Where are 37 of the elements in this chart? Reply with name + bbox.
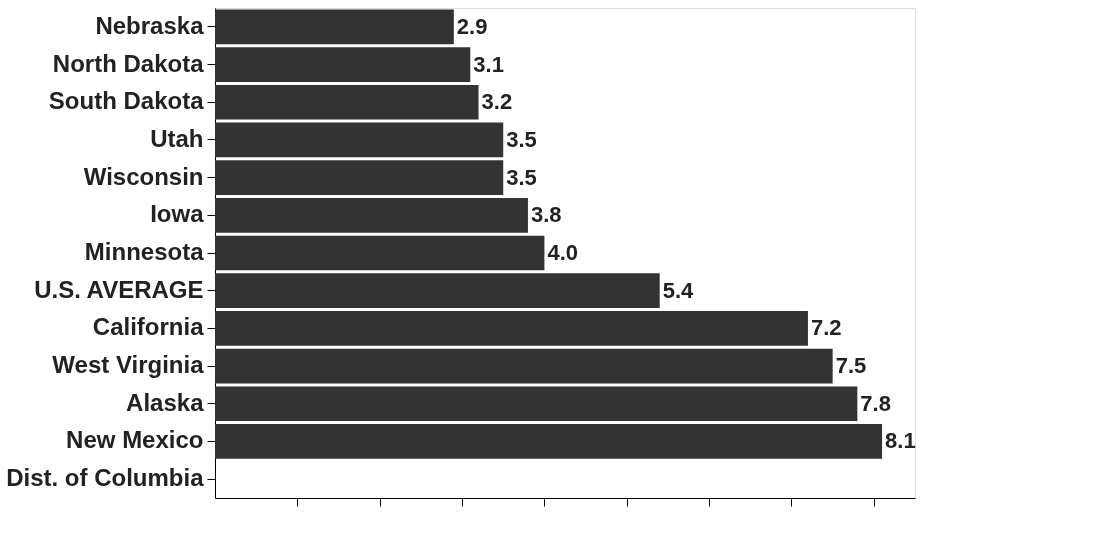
data-label: 3.8 (530, 202, 562, 228)
y-tick-label: U.S. AVERAGE (34, 275, 204, 303)
y-tick-label: Alaska (126, 388, 205, 416)
y-tick-label: North Dakota (52, 49, 205, 77)
y-tick-label: New Mexico (66, 426, 204, 454)
data-label: 7.5 (835, 353, 867, 379)
bar (215, 160, 504, 195)
bar (215, 311, 808, 346)
data-label: 5.4 (662, 277, 695, 303)
bar (215, 348, 833, 384)
data-label: 3.5 (506, 126, 537, 152)
y-tick-label: Minnesota (84, 238, 205, 265)
bar (215, 235, 545, 271)
bar (215, 273, 660, 309)
y-tick-label: South Dakota (48, 87, 205, 115)
bar (215, 122, 504, 158)
y-tick-label: Utah (150, 124, 204, 152)
y-tick-label: Iowa (150, 200, 205, 228)
data-label: 3.2 (481, 89, 513, 115)
y-tick-label: West Virginia (52, 351, 205, 379)
data-label: 3.5 (506, 164, 537, 190)
bar (215, 9, 454, 45)
data-label: 8.1 (885, 428, 916, 454)
bar (215, 197, 528, 233)
bar (215, 424, 883, 459)
data-label: 4.0 (547, 240, 579, 265)
data-label: 7.2 (810, 315, 842, 341)
y-tick-label: California (92, 313, 205, 341)
bar (215, 84, 479, 120)
y-tick-label: Dist. of Columbia (6, 464, 205, 492)
y-tick-label: Wisconsin (83, 162, 204, 190)
data-label: 7.8 (860, 390, 891, 416)
data-label: 3.1 (473, 51, 504, 77)
y-tick-label: Nebraska (95, 11, 205, 39)
bar (215, 386, 858, 422)
data-label: 2.9 (456, 13, 488, 39)
bar (215, 47, 471, 82)
